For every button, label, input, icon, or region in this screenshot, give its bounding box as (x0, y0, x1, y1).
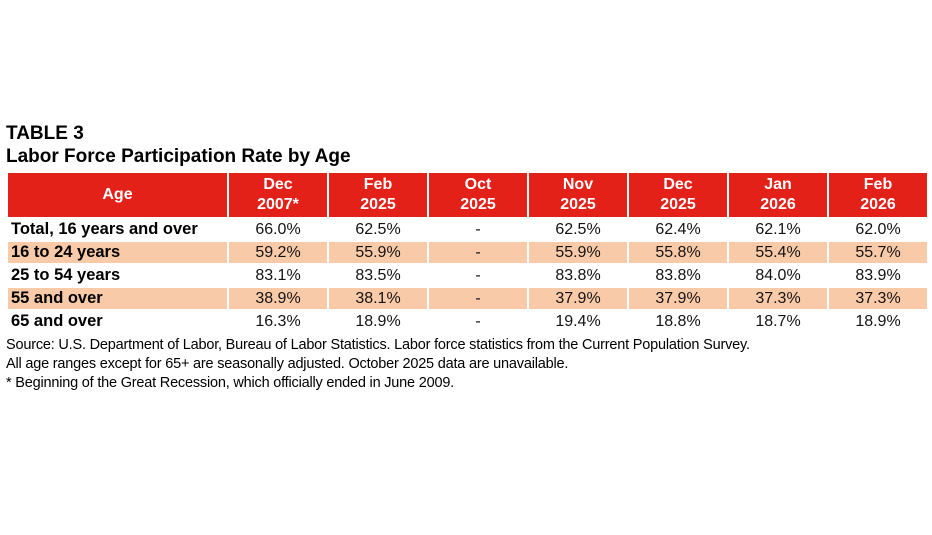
value-cell: 62.0% (827, 217, 929, 242)
value-cell: 38.9% (227, 286, 329, 311)
table-row: 16 to 24 years 59.2% 55.9% -55.9% 55.8% 55.4%… (6, 240, 929, 265)
value-cell: 83.9% (827, 263, 929, 288)
value-cell: 62.1% (727, 217, 829, 242)
value-cell: 37.3% (727, 286, 829, 311)
adjustment-note: All age ranges except for 65+ are season… (6, 356, 569, 372)
month-column-header: Nov 2025 (527, 171, 629, 219)
row-label: 25 to 54 years (6, 263, 229, 288)
value-cell: 66.0% (227, 217, 329, 242)
age-column-header: Age (6, 171, 229, 219)
month-column-header: Feb 2026 (827, 171, 929, 219)
value-cell: 83.5% (327, 263, 429, 288)
page: TABLE 3 Labor Force Participation Rate b… (6, 123, 929, 393)
row-label: 16 to 24 years (6, 240, 229, 265)
table-header: Age Dec 2007* Feb 2025 Oct 2025 Nov 2025 Dec … (6, 171, 929, 219)
value-cell: 62.5% (327, 217, 429, 242)
month-column-header: Oct 2025 (427, 171, 529, 219)
month-column-header: Dec 2007* (227, 171, 329, 219)
participation-rate-table: Age Dec 2007* Feb 2025 Oct 2025 Nov 2025 Dec … (6, 171, 929, 334)
value-cell: 55.8% (627, 240, 729, 265)
value-cell: 16.3% (227, 309, 329, 334)
table-row: 25 to 54 years 83.1% 83.5% -83.8% 83.8% 84.0%… (6, 263, 929, 288)
table-row: Total, 16 years and over 66.0% 62.5% -62.5%… (6, 217, 929, 242)
value-cell: 83.1% (227, 263, 329, 288)
value-cell: 38.1% (327, 286, 429, 311)
recession-note: * Beginning of the Great Recession, whic… (6, 375, 455, 391)
value-cell: 83.8% (627, 263, 729, 288)
value-cell: 37.3% (827, 286, 929, 311)
row-label: 65 and over (6, 309, 229, 334)
table-row: 65 and over 16.3% 18.9% -19.4% 18.8% 18.7% 18.… (6, 309, 929, 334)
value-cell: 84.0% (727, 263, 829, 288)
footnotes: Source: U.S. Department of Labor, Bureau… (6, 336, 929, 393)
table-row: 55 and over 38.9% 38.1% -37.9% 37.9% 37.3% 37.… (6, 286, 929, 311)
value-cell: 19.4% (527, 309, 629, 334)
value-cell: 55.7% (827, 240, 929, 265)
value-cell: 18.9% (827, 309, 929, 334)
value-cell: 83.8% (527, 263, 629, 288)
value-cell: 55.9% (327, 240, 429, 265)
value-cell: 62.5% (527, 217, 629, 242)
value-cell: 18.8% (627, 309, 729, 334)
value-cell: 18.9% (327, 309, 429, 334)
row-label: Total, 16 years and over (6, 217, 229, 242)
month-column-header: Feb 2025 (327, 171, 429, 219)
value-cell: - (427, 263, 529, 288)
row-label: 55 and over (6, 286, 229, 311)
value-cell: - (427, 309, 529, 334)
value-cell: 55.9% (527, 240, 629, 265)
value-cell: 62.4% (627, 217, 729, 242)
value-cell: 37.9% (627, 286, 729, 311)
value-cell: - (427, 240, 529, 265)
value-cell: - (427, 286, 529, 311)
month-column-header: Jan 2026 (727, 171, 829, 219)
value-cell: 18.7% (727, 309, 829, 334)
table-number: TABLE 3 (6, 123, 84, 144)
source-note: Source: U.S. Department of Labor, Bureau… (6, 337, 750, 353)
header-row: Age Dec 2007* Feb 2025 Oct 2025 Nov 2025 Dec … (6, 171, 929, 219)
value-cell: - (427, 217, 529, 242)
value-cell: 55.4% (727, 240, 829, 265)
table-body: Total, 16 years and over 66.0% 62.5% -62.5%… (6, 217, 929, 334)
page-title: Labor Force Participation Rate by Age (6, 146, 351, 167)
value-cell: 59.2% (227, 240, 329, 265)
month-column-header: Dec 2025 (627, 171, 729, 219)
value-cell: 37.9% (527, 286, 629, 311)
